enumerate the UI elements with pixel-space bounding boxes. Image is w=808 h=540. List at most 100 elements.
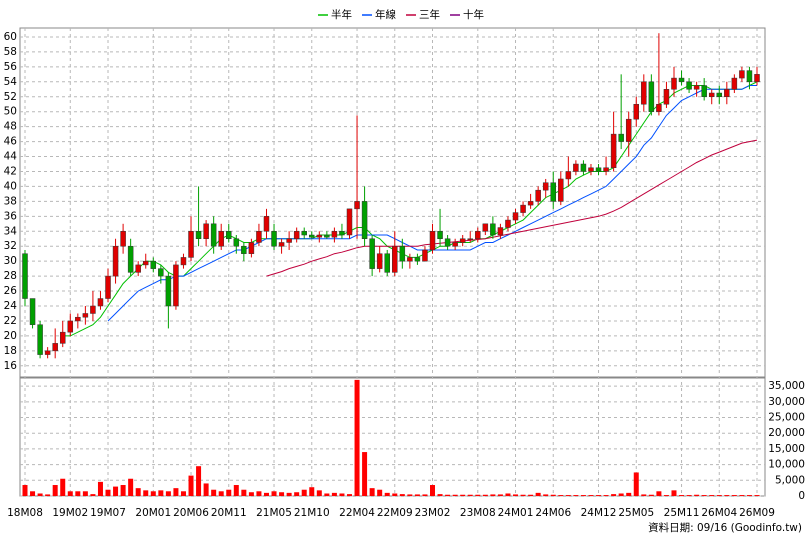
price-frame — [19, 27, 766, 378]
volume-bar — [165, 491, 171, 496]
x-tick-label: 21M10 — [294, 507, 330, 519]
candle-body — [701, 85, 707, 98]
volume-bar — [656, 491, 662, 496]
candle-body — [595, 167, 602, 172]
volume-bar — [263, 492, 269, 496]
volume-bar — [369, 488, 375, 496]
candle-body — [293, 231, 300, 239]
volume-bar — [467, 494, 473, 496]
candle-body — [339, 231, 345, 236]
candle-body — [331, 231, 338, 238]
volume-bar — [211, 489, 217, 496]
volume-bar — [143, 490, 149, 496]
volume-bar — [180, 491, 186, 496]
volume-bar — [671, 490, 677, 496]
candle-body — [505, 219, 511, 228]
volume-bar — [82, 491, 88, 496]
candle-body — [256, 231, 262, 243]
y-tick-label: 24 — [4, 300, 18, 312]
volume-bar — [580, 495, 586, 496]
x-tick-label: 26M09 — [739, 507, 775, 519]
x-tick-label: 23M02 — [415, 507, 451, 519]
candle-body — [263, 216, 270, 232]
volume-tick-label: 5,000 — [775, 474, 805, 486]
candle-body — [633, 103, 640, 120]
candle-body — [663, 89, 670, 105]
candle-body — [407, 257, 413, 262]
candle-body — [708, 92, 715, 98]
volume-bar — [535, 492, 541, 496]
candle-body — [603, 167, 609, 172]
candle-body — [656, 103, 662, 112]
volume-bar — [346, 494, 352, 496]
volume-bar — [120, 485, 126, 496]
candle-body — [399, 245, 406, 262]
candle-body — [218, 231, 224, 247]
legend-label: 半年 — [331, 8, 352, 21]
volume-bar — [354, 379, 360, 496]
candle-body — [376, 253, 383, 269]
volume-tick-label: 35,000 — [768, 380, 805, 392]
candle-body — [490, 223, 496, 236]
volume-bar — [663, 495, 669, 496]
candle-body — [135, 264, 141, 273]
candle-body — [429, 231, 436, 251]
volume-bar — [490, 494, 496, 496]
volume-bar — [437, 494, 443, 496]
volume-bar — [573, 495, 579, 496]
y-tick-label: 18 — [4, 345, 17, 357]
volume-bar — [414, 494, 420, 496]
volume-bar — [558, 495, 564, 496]
candle-body — [346, 208, 353, 236]
candle-body — [301, 231, 307, 236]
candle-body — [97, 298, 104, 307]
candle-body — [226, 231, 232, 239]
volume-bar — [271, 491, 277, 496]
candle-body — [437, 231, 443, 239]
volume-bar — [377, 489, 383, 496]
volume-bar — [679, 495, 685, 496]
volume-bar — [67, 491, 73, 496]
y-tick-label: 34 — [4, 225, 18, 237]
y-tick-label: 44 — [4, 151, 18, 163]
volume-bar — [482, 494, 488, 496]
volume-bar — [452, 494, 458, 496]
candle-body — [203, 223, 209, 239]
volume-bar — [626, 492, 632, 496]
legend-label: 年線 — [375, 8, 396, 21]
volume-bar — [75, 491, 81, 496]
candle-body — [188, 231, 194, 258]
candle-body — [558, 178, 564, 202]
candle-body — [195, 231, 202, 239]
volume-bar — [30, 491, 36, 496]
y-tick-label: 58 — [4, 46, 17, 58]
candle-body — [271, 231, 277, 247]
volume-bar — [241, 489, 247, 496]
candle-body — [241, 245, 247, 254]
footer-note: 資料日期: 09/16 (Goodinfo.tw) — [648, 521, 802, 534]
candle-body — [746, 70, 753, 83]
y-tick-label: 26 — [4, 285, 18, 297]
candle-body — [67, 320, 74, 333]
candle-body — [512, 212, 519, 221]
candle-body — [384, 253, 390, 273]
volume-bar — [158, 490, 164, 496]
volume-bar — [309, 487, 315, 496]
volume-bar — [520, 494, 526, 496]
volume-bar — [565, 495, 571, 496]
candle-body — [180, 257, 187, 266]
y-tick-label: 16 — [4, 360, 18, 372]
volume-frame — [19, 377, 766, 497]
candle-body — [422, 249, 428, 262]
x-tick-label: 19M02 — [52, 507, 88, 519]
volume-bar — [588, 495, 594, 496]
volume-bar — [445, 494, 451, 496]
candle-body — [248, 242, 255, 254]
volume-bar — [694, 494, 700, 496]
candle-body — [44, 350, 51, 355]
y-tick-label: 22 — [4, 315, 17, 327]
volume-bar — [709, 495, 715, 496]
volume-bar — [37, 493, 43, 496]
volume-bar — [316, 490, 322, 496]
volume-bar — [196, 466, 202, 496]
